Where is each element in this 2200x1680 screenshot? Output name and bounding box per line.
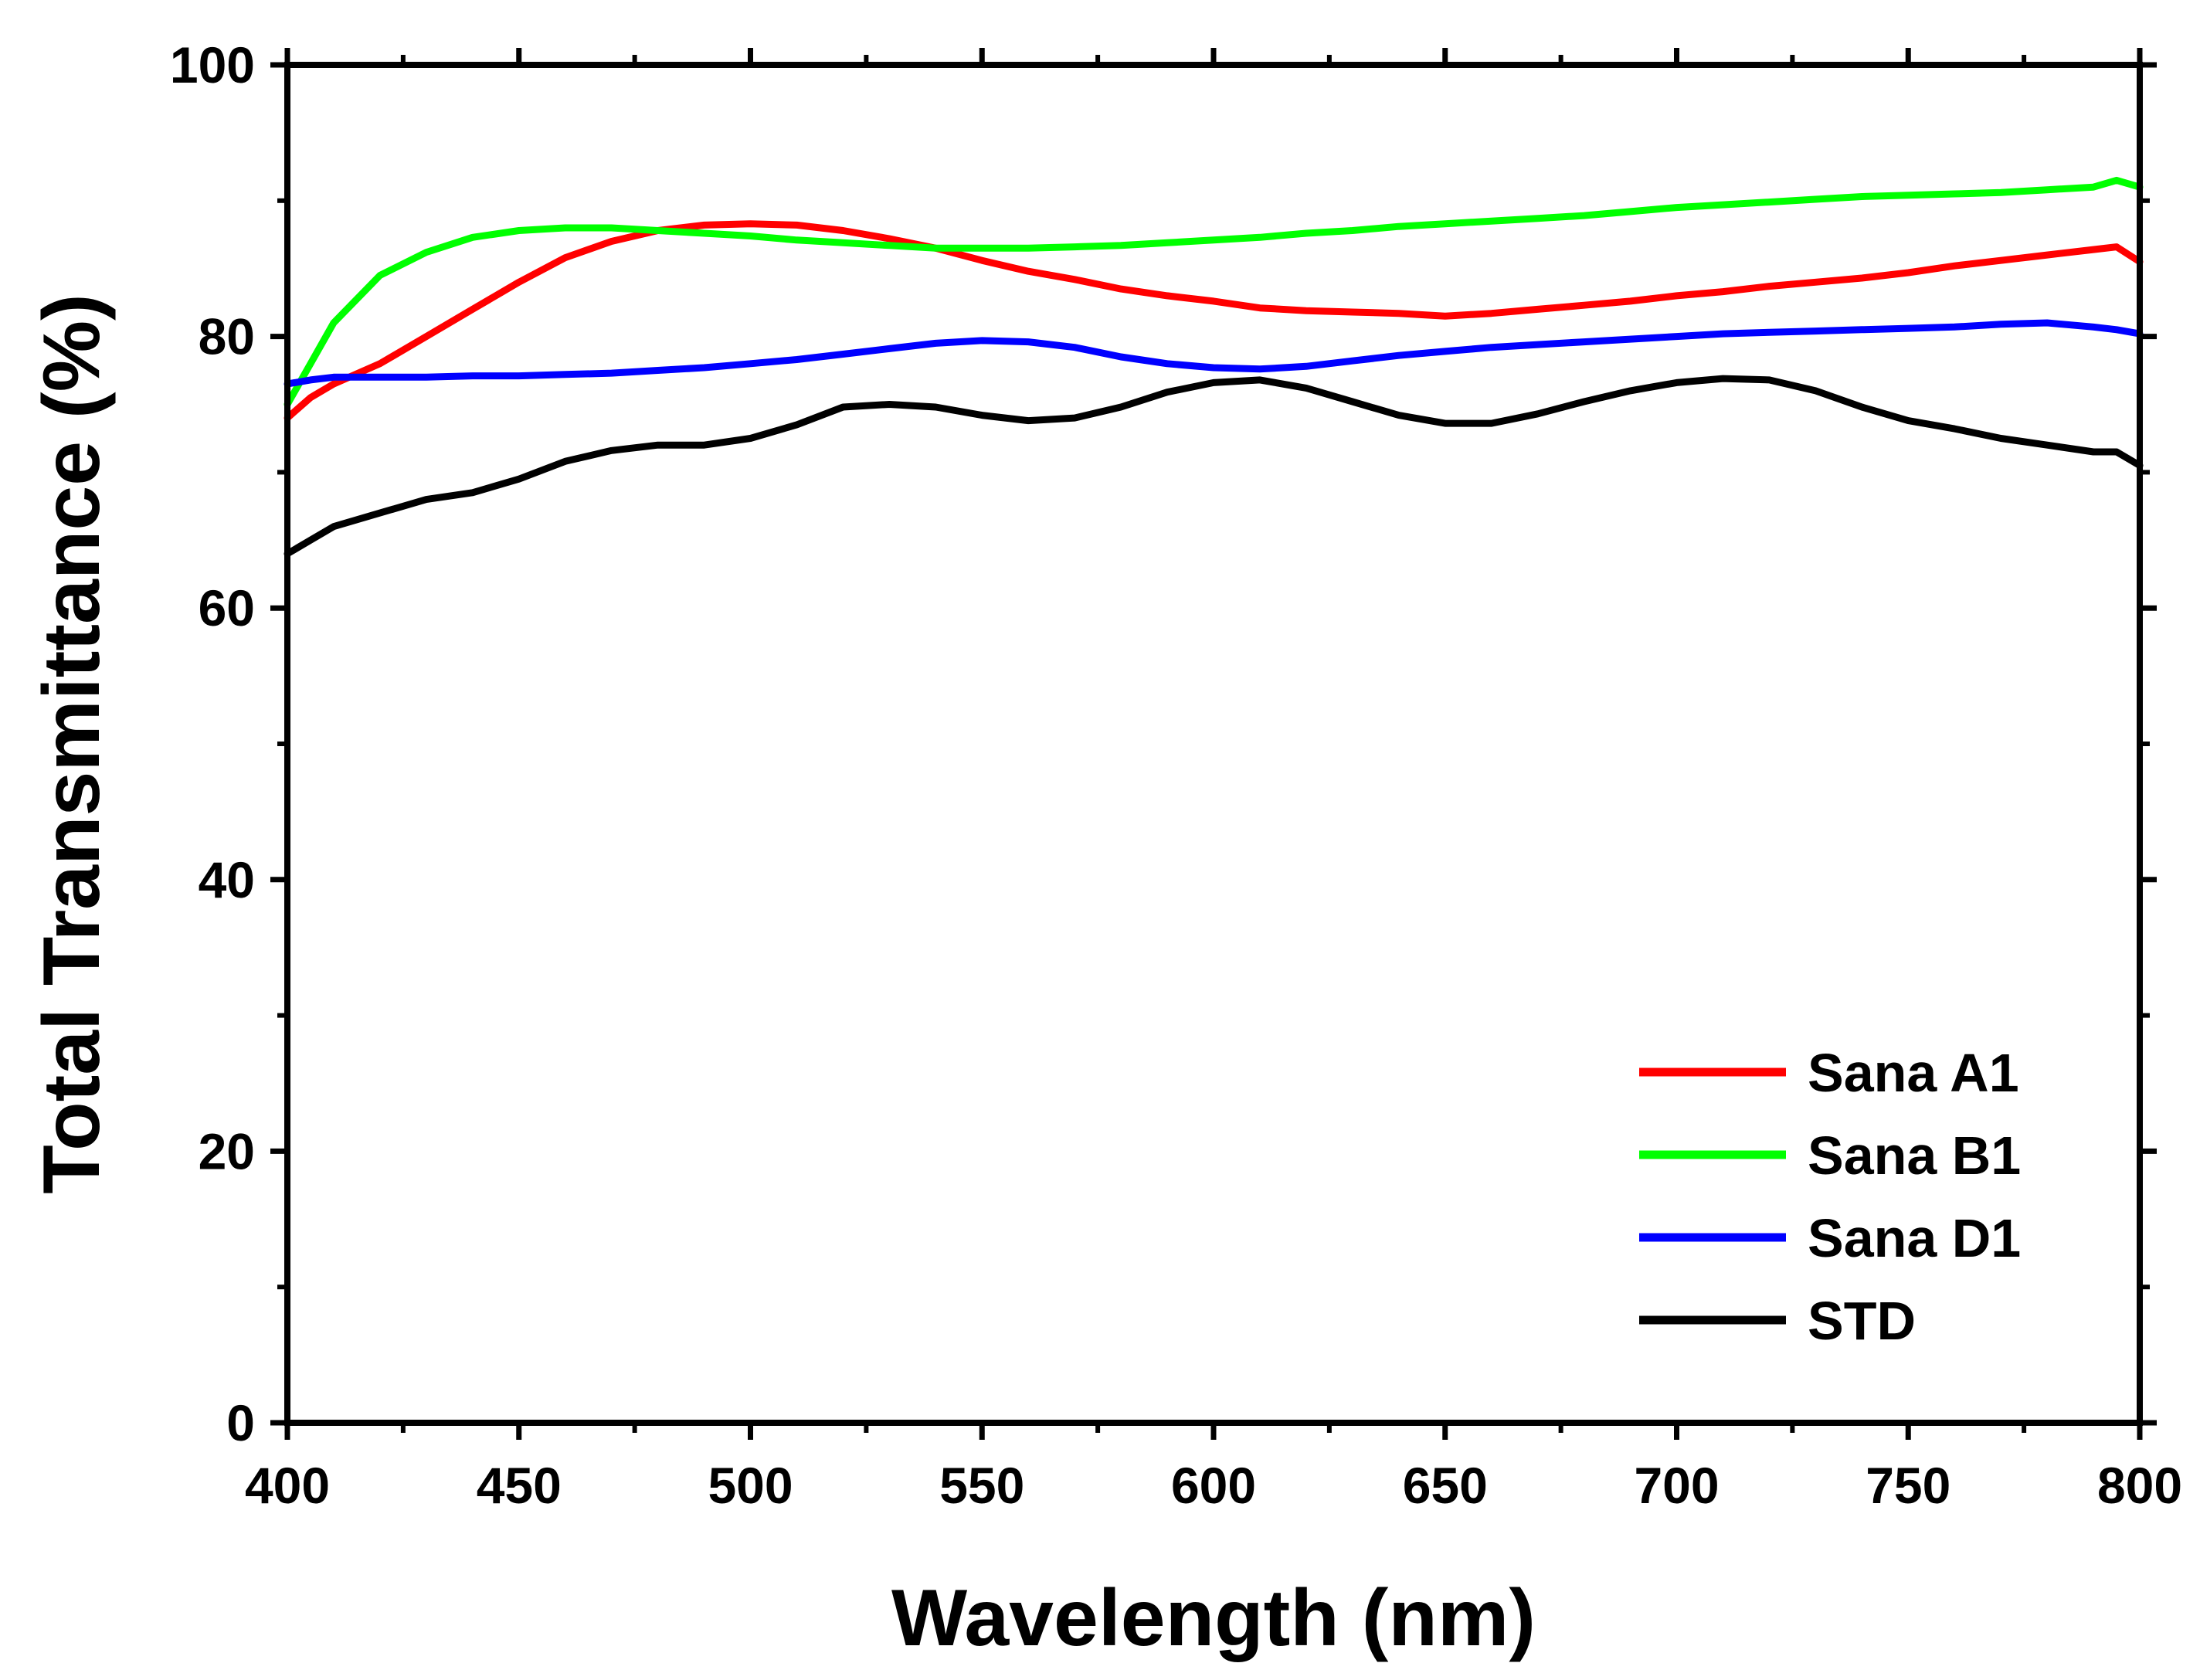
y-tick-label: 80 — [199, 308, 255, 365]
x-axis-title: Wavelength (nm) — [891, 1573, 1536, 1663]
legend-label: STD — [1808, 1291, 1916, 1351]
x-tick-label: 650 — [1403, 1457, 1488, 1514]
x-tick-label: 400 — [245, 1457, 330, 1514]
series-line-sana-b1 — [283, 176, 2144, 408]
legend-label: Sana D1 — [1808, 1208, 2021, 1268]
ticks-layer: 400 450 500 550 600 650 700 750 800 0 20 40 60 80 100 — [170, 36, 2182, 1514]
series-line-sana-d1 — [283, 319, 2144, 388]
legend-label: Sana A1 — [1808, 1043, 2019, 1103]
y-axis-title: Total Transmittance (%) — [27, 294, 117, 1193]
x-tick-label: 500 — [708, 1457, 793, 1514]
series-line-std — [283, 375, 2144, 558]
legend-item-sana-d1: Sana D1 — [1639, 1208, 2021, 1268]
legend-label: Sana B1 — [1808, 1125, 2021, 1186]
x-tick-label: 450 — [477, 1457, 562, 1514]
x-tick-label: 800 — [2097, 1457, 2182, 1514]
y-tick-label: 0 — [226, 1394, 255, 1451]
x-tick-label: 750 — [1866, 1457, 1950, 1514]
y-tick-label: 60 — [199, 579, 255, 636]
y-tick-label: 100 — [170, 36, 255, 93]
series-line-sana-a1 — [283, 220, 2144, 422]
y-tick-label: 20 — [199, 1122, 255, 1179]
legend-item-std: STD — [1639, 1291, 1916, 1351]
legend: Sana A1 Sana B1 Sana D1 STD — [1639, 1043, 2021, 1351]
legend-item-sana-b1: Sana B1 — [1639, 1125, 2021, 1186]
legend-item-sana-a1: Sana A1 — [1639, 1043, 2019, 1103]
x-tick-label: 600 — [1171, 1457, 1256, 1514]
y-tick-label: 40 — [199, 851, 255, 908]
x-tick-label: 550 — [939, 1457, 1024, 1514]
series-layer — [283, 176, 2144, 558]
x-tick-label: 700 — [1634, 1457, 1719, 1514]
